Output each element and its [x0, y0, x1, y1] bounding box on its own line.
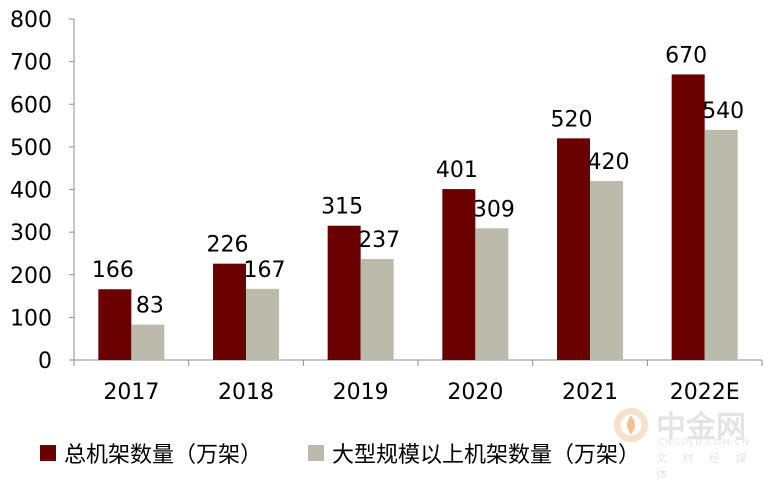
bar-large-racks: [246, 288, 279, 360]
y-tick-label: 800: [10, 8, 52, 33]
x-tick-label: 2019: [333, 380, 389, 405]
bar-large-racks: [475, 228, 509, 360]
data-label-large-racks: 237: [358, 228, 400, 253]
bar-total-racks: [442, 189, 476, 360]
x-tick-label: 2021: [562, 380, 618, 405]
data-label-total-racks: 670: [665, 43, 707, 68]
bars: [98, 74, 738, 360]
y-tick-label: 200: [10, 264, 52, 289]
bar-total-racks: [213, 263, 246, 360]
data-label-total-racks: 401: [436, 158, 478, 183]
y-tick-label: 700: [10, 51, 52, 76]
y-tick-label: 600: [10, 93, 52, 118]
legend-swatch-total-racks: [40, 445, 56, 461]
data-label-total-racks: 520: [551, 107, 593, 132]
bar-total-racks: [98, 289, 132, 360]
data-label-total-racks: 315: [321, 195, 363, 220]
legend-item-large-racks: 大型规模以上机架数量（万架）: [308, 437, 640, 469]
y-tick-label: 400: [10, 179, 52, 204]
y-tick-label: 500: [10, 136, 52, 161]
bar-total-racks: [671, 74, 705, 360]
bar-total-racks: [327, 225, 361, 360]
bar-total-racks: [557, 138, 590, 360]
watermark-url: CNGOLD.COM.CN: [658, 438, 750, 448]
watermark-name: 中金网: [656, 410, 746, 445]
watermark-subtitle: 文 财 经 媒 体: [656, 452, 753, 481]
x-tick-label: 2022E: [670, 380, 740, 405]
bar-large-racks: [590, 180, 623, 360]
bar-large-racks: [704, 129, 738, 360]
data-label-large-racks: 309: [473, 197, 515, 222]
data-label-total-racks: 166: [92, 258, 134, 283]
y-tick-label: 300: [10, 221, 52, 246]
legend: 总机架数量（万架） 大型规模以上机架数量（万架）: [40, 436, 686, 470]
watermark-logo-icon: [613, 407, 649, 443]
y-tick-label: 0: [38, 349, 52, 374]
data-label-large-racks: 83: [136, 294, 164, 319]
data-label-total-racks: 226: [207, 233, 249, 258]
x-tick-label: 2017: [103, 380, 159, 405]
bar-large-racks: [131, 324, 165, 360]
x-tick-label: 2020: [447, 380, 503, 405]
bar-large-racks: [360, 258, 394, 360]
x-tick-label: 2018: [218, 380, 274, 405]
legend-item-total-racks: 总机架数量（万架）: [40, 437, 262, 469]
data-label-large-racks: 540: [702, 99, 744, 124]
data-label-large-racks: 167: [244, 258, 286, 283]
legend-swatch-large-racks: [308, 445, 325, 461]
axes: 0 100 200 300 400 500 600 700 800 2017 2018 2019 202…: [10, 8, 763, 405]
watermark: 中金网 CNGOLD.COM.CN 文 财 经 媒 体: [612, 398, 762, 481]
y-tick-label: 100: [10, 306, 52, 331]
legend-label-large-racks: 大型规模以上机架数量（万架）: [332, 443, 641, 468]
data-label-large-racks: 420: [588, 150, 630, 175]
legend-label-total-racks: 总机架数量（万架）: [64, 443, 263, 468]
